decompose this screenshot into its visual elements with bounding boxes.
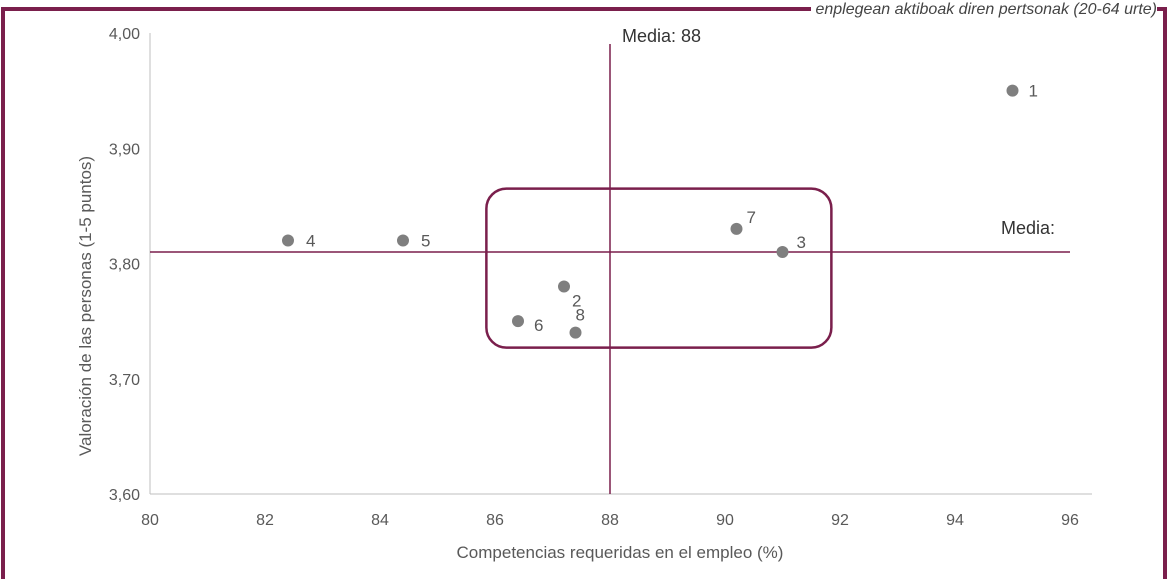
data-point bbox=[558, 280, 570, 293]
y-tick-label: 4,00 bbox=[109, 26, 140, 43]
x-tick-label: 92 bbox=[831, 512, 849, 529]
y-tick-label: 3,60 bbox=[109, 487, 140, 504]
point-label: 1 bbox=[1029, 82, 1038, 101]
mean-x-label: Media: 88 bbox=[622, 26, 701, 46]
y-tick-label: 3,80 bbox=[109, 257, 140, 274]
y-tick-labels: 3,60 3,70 3,80 3,90 4,00 bbox=[109, 26, 140, 504]
point-label: 7 bbox=[747, 208, 756, 227]
data-point bbox=[512, 315, 524, 328]
data-point bbox=[397, 234, 409, 247]
data-point bbox=[776, 245, 789, 258]
point-label: 8 bbox=[576, 306, 585, 325]
x-tick-label: 96 bbox=[1061, 512, 1079, 529]
point-label: 6 bbox=[534, 316, 543, 335]
point-label: 3 bbox=[797, 233, 806, 252]
x-tick-label: 80 bbox=[141, 512, 159, 529]
point-label: 5 bbox=[421, 231, 430, 250]
chart-caption: enplegean aktiboak diren pertsonak (20-6… bbox=[811, 1, 1157, 19]
x-tick-label: 94 bbox=[946, 512, 964, 529]
y-axis-title: Valoración de las personas (1-5 puntos) bbox=[76, 156, 95, 456]
x-tick-label: 84 bbox=[371, 512, 389, 529]
y-tick-label: 3,90 bbox=[109, 141, 140, 158]
point-label: 4 bbox=[306, 231, 315, 250]
data-point bbox=[282, 234, 294, 247]
point-label: 2 bbox=[572, 292, 581, 311]
x-tick-labels: 80 82 84 86 88 90 92 94 96 bbox=[141, 512, 1079, 529]
data-points: 1 2 3 4 5 6 7 8 bbox=[282, 82, 1038, 339]
x-tick-label: 90 bbox=[716, 512, 734, 529]
data-point bbox=[1006, 84, 1019, 97]
highlight-box bbox=[485, 187, 833, 349]
data-point bbox=[569, 326, 582, 339]
x-tick-label: 88 bbox=[601, 512, 619, 529]
x-axis-title: Competencias requeridas en el empleo (%) bbox=[457, 543, 784, 562]
x-tick-label: 82 bbox=[256, 512, 274, 529]
x-tick-label: 86 bbox=[486, 512, 504, 529]
mean-y-label: Media: bbox=[1001, 218, 1055, 238]
y-tick-label: 3,70 bbox=[109, 372, 140, 389]
data-point bbox=[730, 222, 743, 235]
